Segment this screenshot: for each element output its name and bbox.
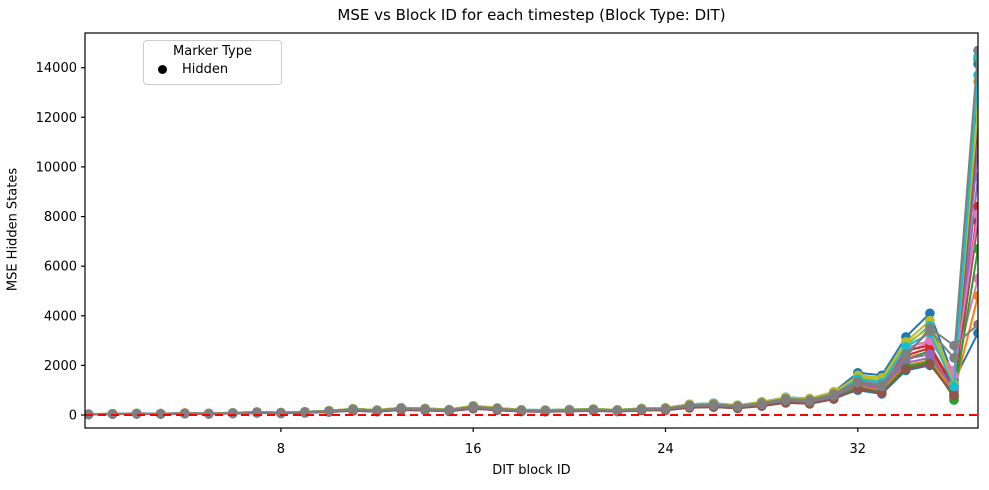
series-line-19 (88, 50, 978, 416)
data-point (829, 389, 839, 399)
x-tick-label: 16 (465, 442, 482, 457)
data-point (684, 400, 695, 411)
data-point (324, 406, 334, 416)
data-point (949, 390, 959, 401)
y-tick-label: 10000 (36, 160, 77, 175)
x-axis-label: DIT block ID (492, 463, 571, 478)
legend: Marker Type Hidden (143, 40, 282, 85)
series-line-10 (88, 295, 978, 416)
data-point (973, 328, 978, 338)
data-point (925, 325, 935, 336)
data-point (949, 381, 959, 392)
data-point (925, 359, 935, 370)
data-point (276, 408, 286, 418)
series-line-13 (88, 149, 978, 416)
data-point (901, 364, 911, 374)
y-tick-label: 4000 (44, 309, 77, 324)
data-point (348, 404, 358, 415)
x-tick-label: 8 (277, 442, 285, 457)
legend-title: Marker Type (173, 44, 252, 59)
data-point (588, 404, 599, 415)
series-line-4 (88, 176, 978, 416)
data-point (444, 405, 455, 415)
data-point (131, 408, 142, 419)
data-point (564, 405, 575, 415)
data-point (396, 403, 406, 414)
data-point (516, 405, 527, 416)
series-line-1 (88, 81, 978, 416)
y-tick-label: 8000 (44, 210, 77, 225)
data-point (973, 209, 978, 219)
series-line-16 (88, 107, 978, 416)
data-point (540, 405, 551, 416)
y-tick-label: 2000 (44, 359, 77, 374)
data-point (155, 409, 166, 419)
data-point (901, 349, 911, 360)
data-point (107, 409, 118, 419)
data-point (973, 319, 978, 330)
series-line-9 (88, 332, 978, 416)
data-point (853, 376, 863, 387)
series-line-3 (88, 134, 978, 416)
data-point (228, 408, 238, 418)
data-point (492, 403, 503, 414)
data-point (877, 380, 887, 391)
data-point (925, 308, 935, 319)
y-tick-label: 14000 (36, 61, 77, 76)
series-line-0 (88, 63, 978, 416)
data-point (420, 404, 430, 414)
data-point (804, 395, 815, 405)
axes-spines (84, 32, 979, 429)
y-tick-label: 0 (69, 409, 77, 424)
legend-item-label: Hidden (182, 62, 229, 77)
data-point (973, 45, 978, 56)
data-point (973, 291, 978, 301)
series-line-17 (88, 75, 978, 416)
data-point (756, 398, 767, 408)
series-line-14 (88, 119, 978, 416)
y-tick-label: 12000 (36, 111, 77, 126)
data-point (780, 394, 791, 404)
data-point (732, 401, 743, 411)
data-point (949, 353, 959, 363)
data-point (973, 201, 978, 212)
data-point (660, 403, 671, 414)
data-point (901, 342, 911, 352)
data-point (925, 349, 935, 360)
data-point (636, 404, 647, 414)
series-line-8 (88, 56, 978, 416)
y-tick-label: 6000 (44, 260, 77, 275)
y-axis-label: MSE Hidden States (5, 167, 21, 292)
series-line-18 (88, 323, 978, 416)
data-point (973, 244, 978, 254)
series-line-2 (88, 58, 978, 416)
data-point (708, 399, 719, 410)
legend-item-hidden: Hidden (144, 62, 281, 77)
x-tick-label: 24 (657, 442, 674, 457)
data-point (372, 405, 382, 416)
series-group (85, 45, 978, 420)
data-point (612, 405, 623, 416)
circle-marker-icon (158, 65, 167, 74)
data-point (180, 408, 190, 419)
data-point (204, 408, 214, 419)
data-point (468, 401, 479, 412)
series-line-7 (88, 97, 978, 416)
x-tick-label: 32 (850, 442, 867, 457)
data-point (877, 388, 887, 399)
chart-title: MSE vs Block ID for each timestep (Block… (337, 6, 726, 24)
